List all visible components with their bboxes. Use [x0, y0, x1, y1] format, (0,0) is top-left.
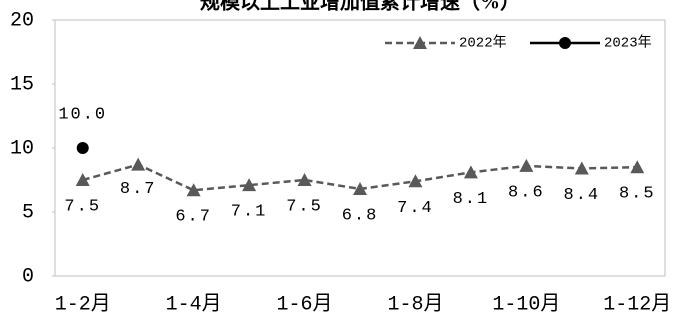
plot-frame — [54, 19, 666, 277]
y-tick-label: 15 — [10, 73, 34, 96]
data-label: 7.4 — [397, 199, 434, 218]
marker — [242, 178, 257, 192]
x-tick-label: 1-2月 — [55, 292, 111, 316]
marker — [131, 157, 146, 171]
data-label: 8.6 — [508, 183, 545, 202]
x-tick-label: 1-8月 — [387, 292, 443, 316]
x-tick-label: 1-6月 — [277, 292, 333, 316]
chart-title: 规模以上工业增加值累计增速（%） — [200, 0, 520, 14]
marker — [463, 165, 478, 179]
x-tick-label: 1-10月 — [492, 292, 560, 316]
data-label: 7.5 — [286, 197, 323, 216]
data-label: 8.7 — [120, 180, 157, 199]
marker — [76, 142, 89, 154]
marker — [408, 174, 423, 188]
y-tick-label: 0 — [22, 265, 34, 288]
data-label: 7.1 — [231, 203, 268, 222]
marker — [353, 181, 367, 195]
data-label: 10.0 — [58, 105, 107, 124]
data-label: 8.1 — [453, 190, 490, 209]
legend-label: 2023年 — [604, 35, 652, 52]
data-label: 6.8 — [342, 206, 379, 225]
marker — [75, 173, 90, 186]
legend-marker — [559, 37, 571, 49]
data-label: 8.4 — [564, 186, 601, 205]
x-tick-label: 1-4月 — [166, 292, 222, 316]
y-tick-label: 20 — [10, 9, 34, 32]
marker — [630, 160, 645, 174]
y-tick-label: 10 — [10, 137, 34, 160]
data-label: 6.7 — [175, 208, 212, 227]
marker — [186, 183, 201, 197]
marker — [574, 161, 589, 175]
data-label: 8.5 — [619, 185, 656, 204]
y-tick-label: 5 — [22, 201, 34, 224]
x-tick-label: 1-12月 — [603, 292, 671, 316]
data-label: 7.5 — [64, 197, 101, 216]
legend-marker — [413, 36, 427, 49]
marker — [519, 158, 534, 172]
legend-label: 2022年 — [459, 35, 507, 52]
marker — [297, 173, 312, 186]
